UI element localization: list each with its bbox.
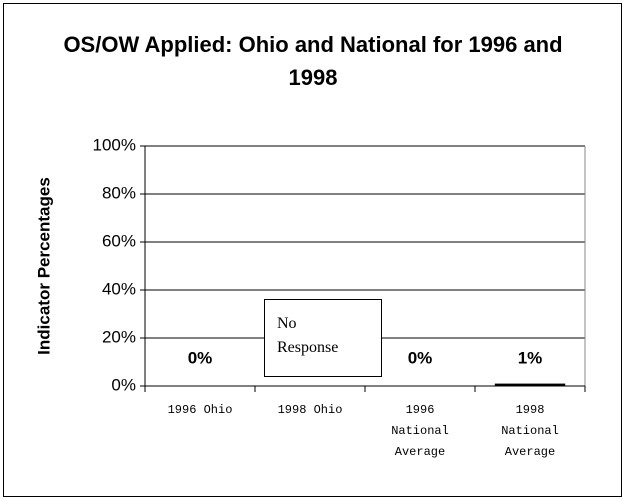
x-tick-label: 1998 Ohio (277, 403, 343, 417)
data-label: 1% (518, 348, 543, 367)
x-tick-label: 1998 National Average (501, 403, 559, 459)
chart-title: OS/OW Applied: Ohio and National for 199… (63, 32, 563, 90)
x-tick-label: 1996 National Average (391, 403, 449, 459)
y-tick-label: 100% (93, 135, 136, 154)
annotation-box: No Response (264, 299, 382, 377)
data-label: 0% (188, 348, 213, 367)
chart-border (3, 3, 622, 497)
bar (494, 383, 566, 386)
y-tick-label: 40% (102, 279, 136, 298)
y-tick-label: 80% (102, 183, 136, 202)
data-label: 0% (408, 348, 433, 367)
annotation: No Response (277, 315, 339, 356)
x-tick-label: 1996 Ohio (167, 403, 233, 417)
y-axis-label: Indicator Percentages (34, 177, 53, 355)
y-tick-label: 60% (102, 231, 136, 250)
y-tick-label: 0% (111, 375, 136, 394)
y-tick-label: 20% (102, 327, 136, 346)
